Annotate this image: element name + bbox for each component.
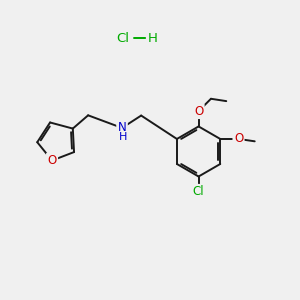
Text: O: O [194, 105, 203, 118]
Text: H: H [118, 132, 127, 142]
Text: Cl: Cl [193, 185, 204, 198]
Text: H: H [147, 32, 157, 45]
Text: Cl: Cl [116, 32, 129, 45]
Text: N: N [118, 122, 126, 134]
Text: O: O [234, 133, 243, 146]
Text: O: O [47, 154, 57, 167]
